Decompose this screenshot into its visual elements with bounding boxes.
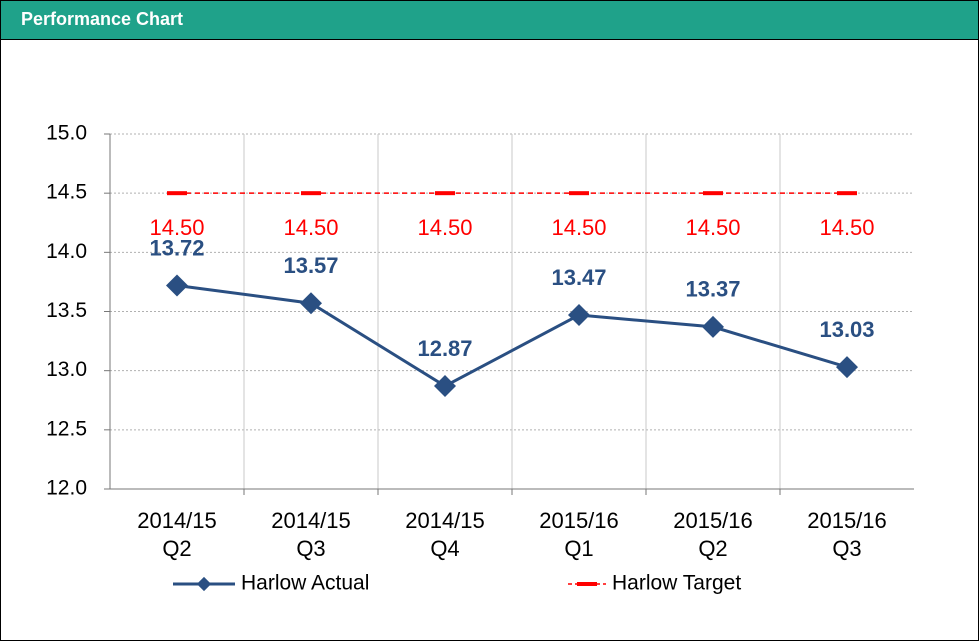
y-tick-label: 14.0 bbox=[46, 240, 87, 263]
y-tick-label: 13.5 bbox=[46, 299, 87, 322]
legend-label: Harlow Target bbox=[612, 572, 741, 595]
x-tick-label: 2015/16 Q1 bbox=[539, 508, 619, 561]
data-label: 14.50 bbox=[685, 215, 740, 240]
data-point bbox=[166, 274, 188, 297]
data-point bbox=[301, 191, 321, 196]
y-tick-label: 15.0 bbox=[46, 122, 87, 145]
y-tick-label: 12.5 bbox=[46, 417, 87, 440]
data-label: 12.87 bbox=[417, 336, 472, 361]
x-tick-label: 2014/15 Q4 bbox=[405, 508, 485, 561]
data-label: 14.50 bbox=[283, 215, 338, 240]
legend-marker bbox=[577, 582, 597, 586]
data-label: 14.50 bbox=[417, 215, 472, 240]
y-tick-label: 14.5 bbox=[46, 181, 87, 204]
legend-marker bbox=[196, 576, 212, 592]
data-point bbox=[837, 191, 857, 196]
data-label: 13.72 bbox=[149, 235, 204, 260]
x-tick-label: 2015/16 Q2 bbox=[673, 508, 753, 561]
data-label: 13.47 bbox=[551, 265, 606, 290]
data-label: 13.03 bbox=[819, 317, 874, 342]
data-label: 14.50 bbox=[149, 215, 204, 240]
data-label: 14.50 bbox=[819, 215, 874, 240]
data-point bbox=[568, 304, 590, 327]
panel-header: Performance Chart bbox=[1, 1, 978, 40]
data-point bbox=[300, 292, 322, 315]
legend-label: Harlow Actual bbox=[241, 572, 369, 595]
data-label: 13.37 bbox=[685, 277, 740, 302]
data-point bbox=[836, 356, 858, 379]
data-point bbox=[702, 315, 724, 338]
data-label: 13.57 bbox=[283, 253, 338, 278]
chart-title: Performance Chart bbox=[21, 9, 184, 29]
data-point bbox=[703, 191, 723, 196]
data-point bbox=[435, 191, 455, 196]
data-label: 14.50 bbox=[551, 215, 606, 240]
data-point bbox=[434, 375, 456, 398]
data-point bbox=[569, 191, 589, 196]
y-tick-label: 13.0 bbox=[46, 358, 87, 381]
data-point bbox=[167, 191, 187, 196]
x-tick-label: 2015/16 Q3 bbox=[807, 508, 887, 561]
y-tick-label: 12.0 bbox=[46, 477, 87, 500]
x-tick-label: 2014/15 Q3 bbox=[271, 508, 351, 561]
x-tick-label: 2014/15 Q2 bbox=[137, 508, 217, 561]
series-line bbox=[176, 283, 848, 388]
